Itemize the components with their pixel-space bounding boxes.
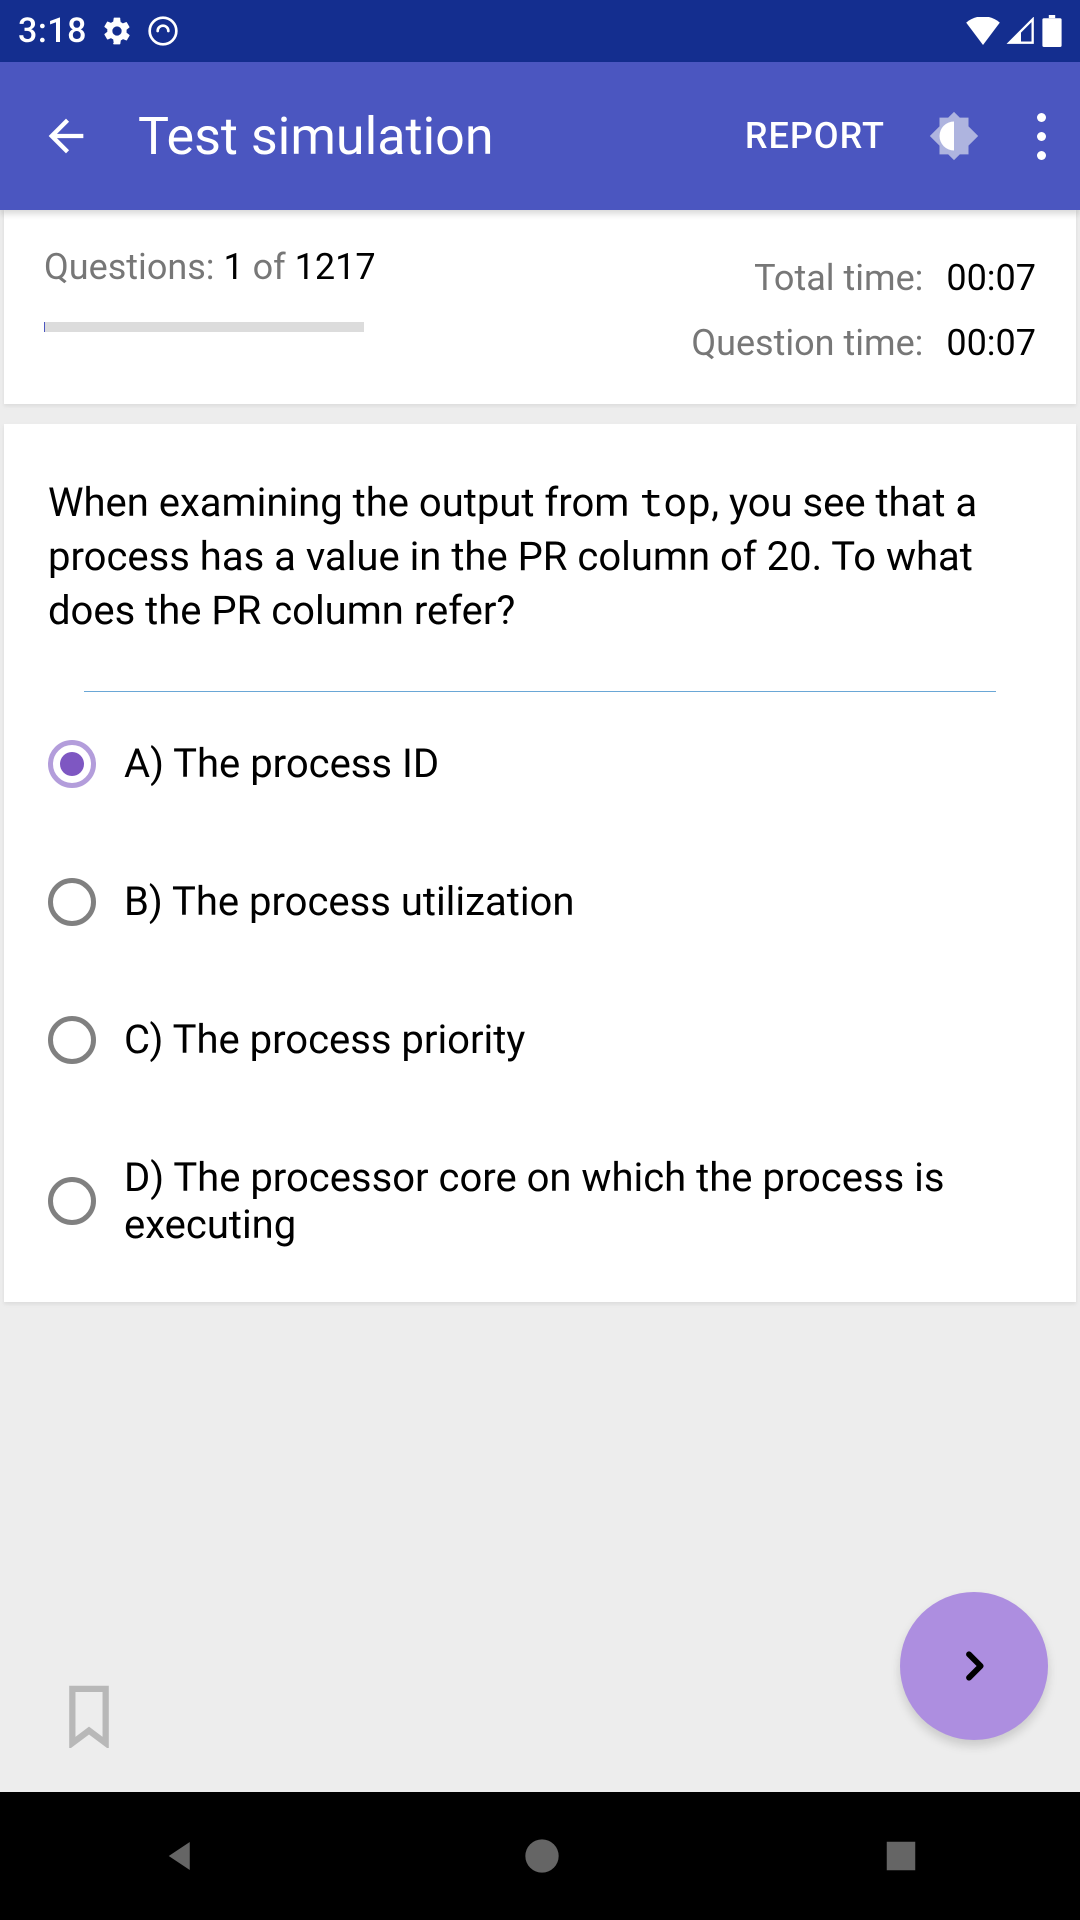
gear-icon bbox=[101, 15, 133, 47]
signal-icon bbox=[1006, 17, 1036, 45]
answer-d-text: D) The processor core on which the proce… bbox=[124, 1154, 1032, 1248]
bookmark-icon bbox=[64, 1684, 114, 1748]
nav-back-icon bbox=[160, 1835, 202, 1877]
android-nav-bar bbox=[0, 1792, 1080, 1920]
dot-icon bbox=[1037, 151, 1046, 160]
answer-b-text: B) The process utilization bbox=[124, 878, 574, 925]
bottom-area bbox=[0, 1302, 1080, 1792]
dot-icon bbox=[1037, 132, 1046, 141]
nav-recent-icon bbox=[882, 1837, 920, 1875]
answer-c-text: C) The process priority bbox=[124, 1016, 525, 1063]
question-card: When examining the output from top, you … bbox=[4, 424, 1076, 1302]
no-sim-icon bbox=[147, 15, 179, 47]
question-divider bbox=[84, 691, 996, 692]
question-counter: Questions: 1 of 1217 bbox=[44, 246, 376, 288]
timers: Total time: 00:07 Question time: 00:07 bbox=[691, 246, 1036, 376]
more-menu-button[interactable] bbox=[1023, 113, 1060, 160]
question-time-label: Question time: bbox=[691, 322, 923, 364]
next-button[interactable] bbox=[900, 1592, 1048, 1740]
brightness-button[interactable] bbox=[925, 107, 983, 165]
question-part1: When examining the output from bbox=[48, 479, 639, 526]
report-button[interactable]: REPORT bbox=[745, 115, 885, 157]
radio-selected-icon bbox=[48, 740, 96, 788]
back-button[interactable] bbox=[40, 110, 92, 162]
radio-icon bbox=[48, 1177, 96, 1225]
answer-a-text: A) The process ID bbox=[124, 740, 439, 787]
battery-icon bbox=[1042, 15, 1062, 47]
total-time-value: 00:07 bbox=[932, 257, 1036, 299]
nav-home-icon bbox=[522, 1836, 562, 1876]
question-time-value: 00:07 bbox=[932, 322, 1036, 364]
arrow-left-icon bbox=[40, 110, 92, 162]
bookmark-button[interactable] bbox=[64, 1684, 114, 1748]
status-icons-right bbox=[966, 15, 1062, 47]
nav-recent-button[interactable] bbox=[882, 1837, 920, 1875]
answers-list: A) The process ID B) The process utiliza… bbox=[48, 740, 1032, 1248]
wifi-icon bbox=[966, 17, 1000, 45]
questions-label: Questions: bbox=[44, 246, 215, 288]
status-time: 3:18 bbox=[18, 11, 87, 51]
answer-option-b[interactable]: B) The process utilization bbox=[48, 878, 1032, 926]
page-title: Test simulation bbox=[138, 106, 494, 167]
app-bar: Test simulation REPORT bbox=[0, 62, 1080, 210]
nav-home-button[interactable] bbox=[522, 1836, 562, 1876]
of-label: of bbox=[253, 246, 286, 288]
progress-bar bbox=[44, 322, 364, 332]
answer-option-a[interactable]: A) The process ID bbox=[48, 740, 1032, 788]
brightness-icon bbox=[925, 107, 983, 165]
status-icons-left bbox=[101, 15, 179, 47]
radio-icon bbox=[48, 1016, 96, 1064]
dot-icon bbox=[1037, 113, 1046, 122]
answer-option-c[interactable]: C) The process priority bbox=[48, 1016, 1032, 1064]
progress-card: Questions: 1 of 1217 Total time: 00:07 Q… bbox=[4, 210, 1076, 404]
radio-icon bbox=[48, 878, 96, 926]
question-text: When examining the output from top, you … bbox=[48, 474, 1032, 639]
chevron-right-icon bbox=[954, 1646, 994, 1686]
total-questions: 1217 bbox=[295, 246, 376, 288]
total-time-label: Total time: bbox=[754, 257, 923, 299]
nav-back-button[interactable] bbox=[160, 1835, 202, 1877]
question-code: top bbox=[639, 474, 711, 527]
progress-fill bbox=[44, 322, 45, 332]
answer-option-d[interactable]: D) The processor core on which the proce… bbox=[48, 1154, 1032, 1248]
status-bar: 3:18 bbox=[0, 0, 1080, 62]
current-question: 1 bbox=[223, 246, 243, 288]
